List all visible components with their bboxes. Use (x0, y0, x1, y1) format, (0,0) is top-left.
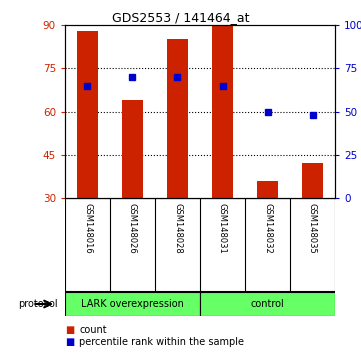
Text: GDS2553 / 141464_at: GDS2553 / 141464_at (112, 11, 249, 24)
Bar (212, 25, 232, 198)
Text: GSM148026: GSM148026 (128, 203, 137, 253)
Bar (122, 100, 143, 198)
Text: control: control (251, 299, 284, 309)
Text: percentile rank within the sample: percentile rank within the sample (79, 337, 244, 347)
Text: ■: ■ (65, 325, 74, 335)
Bar (303, 164, 323, 198)
Text: GSM148035: GSM148035 (308, 203, 317, 253)
Bar (200, 292, 335, 316)
Text: LARK overexpression: LARK overexpression (81, 299, 184, 309)
Text: GSM148016: GSM148016 (83, 203, 92, 253)
Bar (168, 39, 188, 198)
Text: GSM148028: GSM148028 (173, 203, 182, 253)
Bar (65, 292, 200, 316)
Text: GSM148032: GSM148032 (263, 203, 272, 253)
Text: protocol: protocol (18, 299, 58, 309)
Text: GSM148031: GSM148031 (218, 203, 227, 253)
Bar (77, 31, 97, 198)
Text: ■: ■ (65, 337, 74, 347)
Bar (257, 181, 278, 198)
Text: count: count (79, 325, 107, 335)
